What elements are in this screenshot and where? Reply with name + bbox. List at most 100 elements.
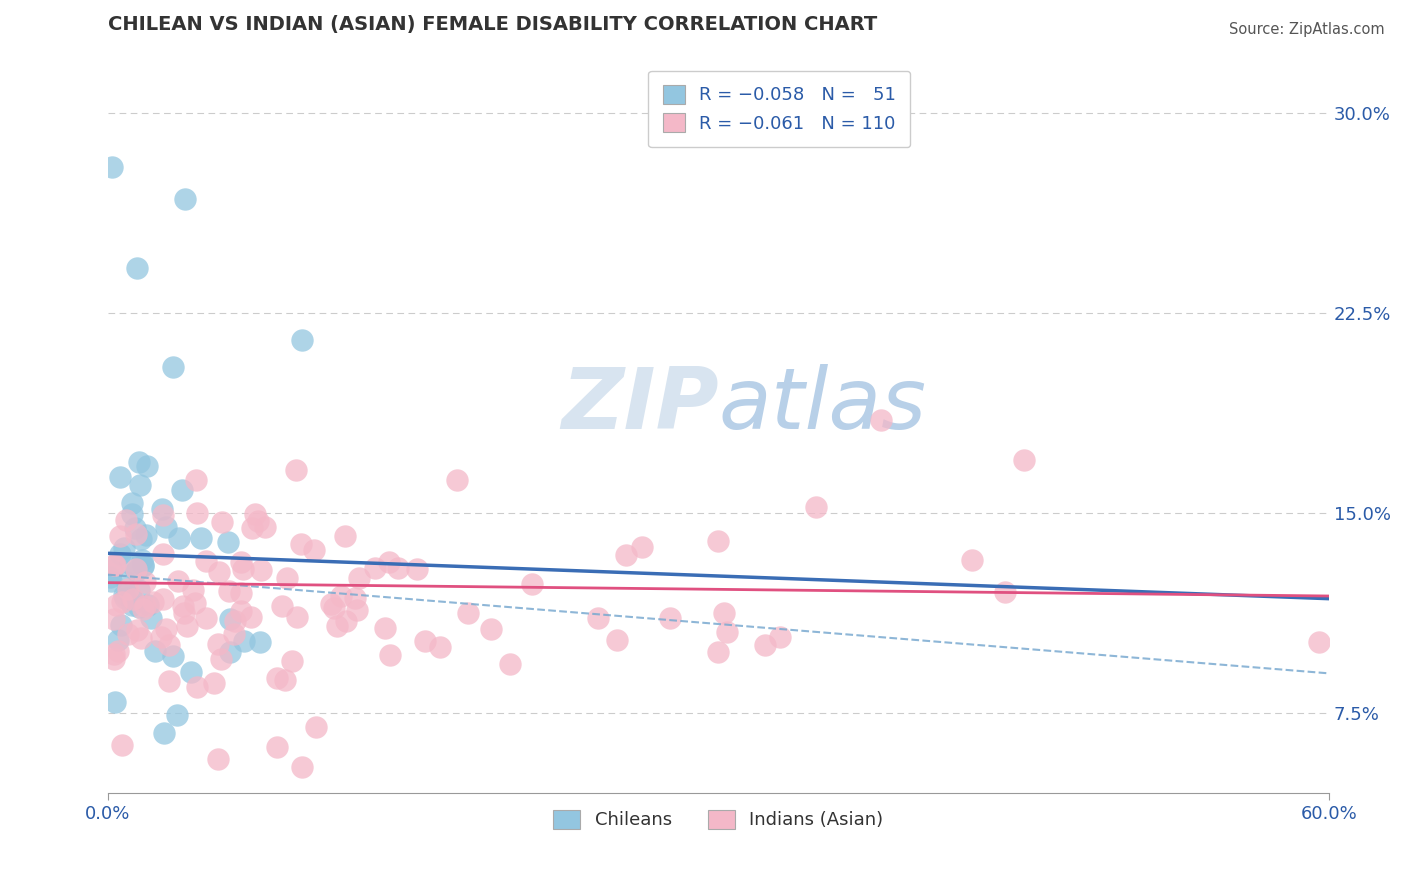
Point xyxy=(202,675,225,690)
Point xyxy=(176,619,198,633)
Point xyxy=(152,502,174,516)
Point xyxy=(127,260,149,275)
Point xyxy=(111,595,134,609)
Point xyxy=(1308,635,1330,649)
Legend: Chileans, Indians (Asian): Chileans, Indians (Asian) xyxy=(546,803,891,837)
Point xyxy=(114,591,136,605)
Point xyxy=(132,558,155,572)
Point xyxy=(108,469,131,483)
Point xyxy=(110,618,132,632)
Point xyxy=(349,572,371,586)
Point xyxy=(124,562,146,576)
Point xyxy=(115,574,138,589)
Point xyxy=(209,651,232,665)
Point xyxy=(136,459,159,474)
Point xyxy=(134,574,156,589)
Point xyxy=(233,634,256,648)
Point xyxy=(103,652,125,666)
Point xyxy=(180,665,202,680)
Point xyxy=(157,638,180,652)
Point xyxy=(335,529,357,543)
Point xyxy=(302,542,325,557)
Text: CHILEAN VS INDIAN (ASIAN) FEMALE DISABILITY CORRELATION CHART: CHILEAN VS INDIAN (ASIAN) FEMALE DISABIL… xyxy=(108,15,877,34)
Point xyxy=(271,599,294,613)
Point xyxy=(713,607,735,621)
Text: Source: ZipAtlas.com: Source: ZipAtlas.com xyxy=(1229,22,1385,37)
Point xyxy=(153,725,176,739)
Point xyxy=(167,531,190,545)
Point xyxy=(457,606,479,620)
Point xyxy=(806,500,828,514)
Point xyxy=(194,611,217,625)
Point xyxy=(994,584,1017,599)
Point xyxy=(266,672,288,686)
Point xyxy=(172,483,194,498)
Point xyxy=(231,555,253,569)
Point xyxy=(103,558,125,572)
Point xyxy=(218,584,240,599)
Point xyxy=(249,635,271,649)
Point xyxy=(387,561,409,575)
Text: ZIP: ZIP xyxy=(561,364,718,447)
Point xyxy=(167,574,190,588)
Point xyxy=(152,547,174,561)
Point xyxy=(218,534,240,549)
Point xyxy=(125,623,148,637)
Point xyxy=(101,160,124,174)
Point xyxy=(291,333,314,347)
Point xyxy=(103,612,125,626)
Point xyxy=(128,582,150,597)
Point xyxy=(658,611,681,625)
Point xyxy=(155,520,177,534)
Point xyxy=(155,622,177,636)
Point xyxy=(229,604,252,618)
Point xyxy=(138,598,160,612)
Point xyxy=(162,359,184,374)
Point xyxy=(117,582,139,596)
Point xyxy=(219,612,242,626)
Point xyxy=(231,586,253,600)
Point xyxy=(207,752,229,766)
Point xyxy=(960,553,983,567)
Point xyxy=(305,720,328,734)
Point xyxy=(131,553,153,567)
Point xyxy=(253,520,276,534)
Point xyxy=(276,571,298,585)
Point xyxy=(117,626,139,640)
Point xyxy=(125,527,148,541)
Point xyxy=(121,496,143,510)
Point xyxy=(190,531,212,545)
Point xyxy=(132,559,155,574)
Point xyxy=(325,618,347,632)
Point xyxy=(107,632,129,647)
Point xyxy=(232,561,254,575)
Point xyxy=(183,582,205,597)
Point xyxy=(429,640,451,654)
Point xyxy=(132,602,155,616)
Point xyxy=(207,566,229,580)
Point xyxy=(222,627,245,641)
Point xyxy=(211,515,233,529)
Point xyxy=(322,601,344,615)
Point xyxy=(112,541,135,555)
Point xyxy=(131,631,153,645)
Point xyxy=(378,555,401,569)
Point xyxy=(631,540,654,554)
Point xyxy=(100,574,122,588)
Point xyxy=(143,644,166,658)
Point xyxy=(479,622,502,636)
Point xyxy=(107,644,129,658)
Point xyxy=(111,739,134,753)
Point xyxy=(281,654,304,668)
Point xyxy=(142,595,165,609)
Point xyxy=(121,507,143,521)
Point xyxy=(150,630,173,644)
Point xyxy=(415,634,437,648)
Point xyxy=(173,606,195,620)
Point xyxy=(606,633,628,648)
Point xyxy=(183,596,205,610)
Point xyxy=(157,674,180,689)
Point xyxy=(290,536,312,550)
Point xyxy=(128,599,150,614)
Point xyxy=(207,637,229,651)
